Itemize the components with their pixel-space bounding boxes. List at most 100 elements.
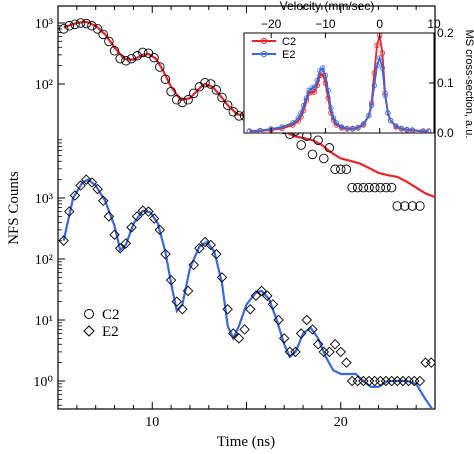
data-point-c2 — [132, 51, 142, 61]
data-point-e2 — [143, 206, 154, 217]
inset-spectra — [246, 33, 432, 133]
x-tick-label: 10 — [145, 415, 159, 430]
data-point-e2 — [64, 206, 75, 217]
legend-marker-c2 — [84, 309, 94, 319]
fit-line-c2 — [63, 20, 435, 199]
data-point-e2 — [233, 333, 245, 344]
data-point-c2 — [177, 97, 188, 108]
inset-point-e2 — [314, 77, 320, 84]
inset-point-c2 — [309, 89, 315, 95]
inset-point-e2 — [387, 117, 394, 124]
inset-point-e2 — [311, 84, 318, 90]
data-point-e2 — [58, 235, 69, 246]
inset-y-axis-label: MS cross-section, a.u. — [463, 30, 474, 139]
data-point-e2 — [312, 339, 324, 350]
inset-point-e2 — [420, 128, 426, 133]
data-point-e2 — [245, 304, 256, 315]
data-point-c2 — [234, 111, 244, 121]
data-point-c2 — [319, 153, 329, 164]
inset-chart: −20 −10 0 10 0.0 0.1 0.2 Velocity (mm/sec) MS… — [243, 0, 474, 140]
inset-point-e2 — [279, 124, 285, 130]
data-point-c2 — [336, 164, 346, 175]
y-tick-label-upper: 10² — [35, 78, 53, 93]
data-point-e2 — [205, 239, 216, 251]
data-point-e2 — [273, 314, 284, 326]
inset-x-axis-label: Velocity (mm/sec) — [280, 0, 375, 13]
data-point-e2 — [346, 375, 358, 387]
data-point-e2 — [222, 304, 233, 315]
main-legend: C2 E2 — [83, 307, 120, 340]
data-point-c2 — [155, 62, 165, 72]
inset-point-e2 — [330, 115, 337, 121]
y-axis-label: NFS Counts — [6, 171, 22, 245]
data-point-c2 — [400, 201, 410, 211]
data-point-c2 — [149, 52, 159, 63]
data-point-e2 — [148, 213, 160, 224]
legend-label-e2: E2 — [102, 324, 119, 340]
data-point-c2 — [109, 46, 120, 56]
inset-x-tick-label: −20 — [261, 17, 282, 31]
legend-label-c2: C2 — [102, 307, 120, 323]
data-point-e2 — [182, 285, 194, 297]
data-point-c2 — [347, 182, 357, 193]
data-point-c2 — [188, 88, 199, 99]
data-point-e2 — [199, 236, 211, 248]
inset-x-ticks: −20 −10 0 10 — [261, 17, 441, 133]
fit-curves — [62, 20, 435, 409]
inset-point-e2 — [298, 110, 304, 116]
inset-legend-marker-c2 — [260, 37, 268, 45]
inset-point-e2 — [409, 127, 415, 133]
data-point-e2 — [98, 195, 109, 207]
data-point-c2 — [415, 201, 425, 211]
data-point-e2 — [256, 285, 267, 297]
data-point-e2 — [109, 229, 120, 240]
y-tick-label-upper: 10³ — [35, 17, 53, 32]
data-point-e2 — [75, 180, 86, 191]
inset-point-e2 — [246, 128, 253, 133]
data-point-e2 — [103, 211, 115, 222]
y-tick-label-lower: 10⁰ — [33, 375, 53, 390]
data-point-c2 — [324, 143, 335, 153]
inset-point-e2 — [425, 128, 432, 133]
data-point-c2 — [200, 77, 210, 88]
inset-point-e2 — [382, 92, 388, 99]
inset-point-e2 — [377, 55, 383, 61]
inset-line-e2 — [249, 55, 429, 132]
data-points — [58, 18, 435, 387]
inset-point-e2 — [320, 65, 326, 71]
data-point-c2 — [172, 95, 182, 105]
data-point-c2 — [115, 53, 125, 64]
inset-point-e2 — [325, 87, 331, 94]
inset-point-c2 — [379, 50, 386, 56]
data-point-c2 — [217, 92, 227, 103]
data-point-e2 — [177, 304, 188, 315]
inset-legend-label-c2: C2 — [282, 36, 296, 48]
data-point-e2 — [188, 259, 199, 271]
data-point-e2 — [171, 296, 182, 307]
data-point-e2 — [81, 174, 92, 185]
inset-point-e2 — [309, 85, 315, 91]
data-point-e2 — [194, 243, 205, 254]
inset-point-c2 — [322, 80, 329, 86]
data-point-e2 — [414, 375, 426, 387]
inset-point-e2 — [301, 102, 307, 109]
inset-y-tick-label: 0.1 — [437, 76, 454, 90]
inset-point-e2 — [368, 102, 375, 109]
inset-point-e2 — [295, 115, 301, 121]
inset-point-e2 — [398, 125, 405, 132]
data-point-c2 — [407, 201, 418, 211]
data-point-e2 — [120, 238, 132, 249]
data-point-c2 — [369, 182, 380, 193]
y-axis-ticks: 10³ 10² 10³ 10² 10¹ 10⁰ — [33, 17, 65, 406]
data-point-e2 — [267, 299, 279, 310]
inset-point-e2 — [344, 125, 350, 132]
inset-point-e2 — [374, 62, 380, 69]
data-point-c2 — [126, 53, 137, 64]
data-point-e2 — [69, 190, 81, 201]
data-point-e2 — [216, 272, 228, 283]
data-point-c2 — [222, 100, 233, 110]
data-point-c2 — [121, 56, 131, 66]
data-point-e2 — [228, 328, 239, 339]
data-point-e2 — [250, 290, 262, 301]
